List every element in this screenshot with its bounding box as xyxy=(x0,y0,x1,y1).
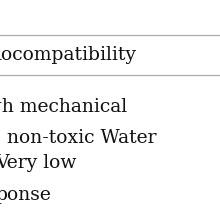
Text: , non-toxic Water: , non-toxic Water xyxy=(0,128,156,146)
Text: ponse: ponse xyxy=(0,186,51,204)
Text: Very low: Very low xyxy=(0,154,76,172)
Text: gh mechanical: gh mechanical xyxy=(0,98,127,116)
Text: iocompatibility: iocompatibility xyxy=(0,46,136,64)
